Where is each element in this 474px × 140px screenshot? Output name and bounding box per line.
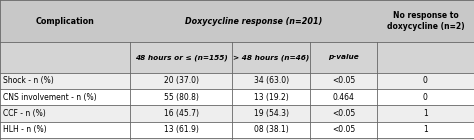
Text: 0: 0: [423, 76, 428, 85]
Text: No response to
doxycycline (n=2): No response to doxycycline (n=2): [387, 11, 464, 31]
Text: 13 (61.9): 13 (61.9): [164, 125, 199, 134]
Text: Complication: Complication: [36, 17, 95, 25]
Text: > 48 hours (n=46): > 48 hours (n=46): [233, 54, 310, 61]
Bar: [0, 122, 474, 138]
Text: 0: 0: [423, 93, 428, 102]
Text: 55 (80.8): 55 (80.8): [164, 93, 199, 102]
Bar: [0, 0, 474, 42]
Text: CCF - n (%): CCF - n (%): [3, 109, 46, 118]
Text: 34 (63.0): 34 (63.0): [254, 76, 289, 85]
Text: Shock - n (%): Shock - n (%): [3, 76, 54, 85]
Text: p-value: p-value: [328, 54, 359, 60]
Text: 1: 1: [423, 125, 428, 134]
Text: HLH - n (%): HLH - n (%): [3, 125, 46, 134]
Text: 1: 1: [423, 109, 428, 118]
Text: 20 (37.0): 20 (37.0): [164, 76, 199, 85]
Bar: [0, 73, 474, 89]
Text: <0.05: <0.05: [332, 109, 356, 118]
Text: 48 hours or ≤ (n=155): 48 hours or ≤ (n=155): [135, 54, 228, 61]
Bar: [0, 138, 474, 140]
Text: 13 (19.2): 13 (19.2): [254, 93, 289, 102]
Bar: [0, 42, 474, 73]
Text: 08 (38.1): 08 (38.1): [254, 125, 289, 134]
Text: <0.05: <0.05: [332, 76, 356, 85]
Text: CNS involvement - n (%): CNS involvement - n (%): [3, 93, 97, 102]
Text: 19 (54.3): 19 (54.3): [254, 109, 289, 118]
Text: Doxycycline response (n=201): Doxycycline response (n=201): [185, 17, 322, 25]
Text: 0.464: 0.464: [333, 93, 355, 102]
Bar: [0, 105, 474, 122]
Text: <0.05: <0.05: [332, 125, 356, 134]
Text: 16 (45.7): 16 (45.7): [164, 109, 199, 118]
Bar: [0, 89, 474, 105]
